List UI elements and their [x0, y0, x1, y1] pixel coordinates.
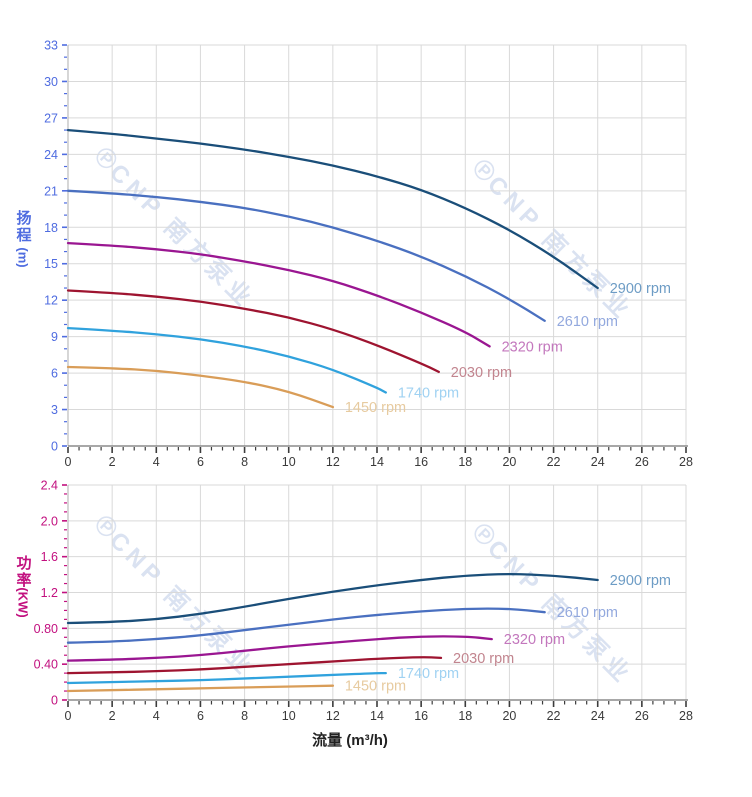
x-tick-label: 0 — [65, 709, 72, 723]
y-tick-label: 3 — [51, 403, 58, 417]
curve-1450-rpm — [66, 684, 335, 693]
x-tick-label: 4 — [153, 709, 160, 723]
curve-label-1740-rpm: 1740 rpm — [398, 386, 459, 402]
curve-2030-rpm — [66, 656, 443, 675]
x-axis-ticks — [67, 447, 687, 453]
y-tick-label: 15 — [44, 257, 58, 271]
curve-2610-rpm — [66, 189, 546, 322]
curve-label-2610-rpm: 2610 rpm — [557, 605, 618, 621]
x-tick-label: 20 — [502, 709, 516, 723]
head-axis-title: 扬程 (m) — [10, 210, 36, 268]
power-axis-title-text: 功率 — [14, 555, 32, 589]
y-tick-label: 18 — [44, 221, 58, 235]
y-tick-label: 0 — [51, 694, 58, 708]
x-tick-label: 14 — [370, 709, 384, 723]
x-tick-label: 2 — [109, 455, 116, 469]
y-tick-label: 1.6 — [41, 550, 58, 564]
x-tick-label: 22 — [547, 709, 561, 723]
x-axis-ticks — [67, 701, 687, 707]
y-tick-label: 0.80 — [34, 622, 58, 636]
x-tick-label: 22 — [547, 455, 561, 469]
power-axis-title: 功率 (KW) — [10, 555, 36, 618]
x-tick-label: 28 — [679, 709, 693, 723]
curve-label-2320-rpm: 2320 rpm — [502, 339, 563, 355]
x-tick-label: 20 — [502, 455, 516, 469]
x-tick-label: 16 — [414, 455, 428, 469]
curve-label-2900-rpm: 2900 rpm — [610, 573, 671, 589]
y-tick-label: 33 — [44, 39, 58, 53]
x-tick-label: 6 — [197, 455, 204, 469]
x-tick-label: 16 — [414, 709, 428, 723]
y-tick-label: 0 — [51, 440, 58, 454]
power-axis-unit: (KW) — [15, 587, 31, 618]
x-tick-label: 18 — [458, 455, 472, 469]
curve-label-2900-rpm: 2900 rpm — [610, 281, 671, 297]
curve-label-2610-rpm: 2610 rpm — [557, 314, 618, 330]
x-tick-label: 10 — [282, 455, 296, 469]
x-tick-label: 14 — [370, 455, 384, 469]
x-tick-label: 26 — [635, 455, 649, 469]
curve-2610-rpm — [66, 607, 546, 644]
x-tick-label: 6 — [197, 709, 204, 723]
y-axis-ticks — [62, 484, 67, 701]
x-tick-label: 8 — [241, 709, 248, 723]
y-tick-label: 27 — [44, 111, 58, 125]
y-axis-ticks — [62, 44, 67, 447]
x-tick-label: 12 — [326, 709, 340, 723]
y-tick-label: 2.4 — [41, 479, 58, 493]
x-tick-label: 26 — [635, 709, 649, 723]
curve-2900-rpm — [66, 128, 599, 290]
grid — [68, 484, 687, 700]
x-tick-label: 10 — [282, 709, 296, 723]
flow-axis-title: 流量 (m³/h) — [312, 732, 388, 749]
curve-2030-rpm — [66, 289, 440, 374]
x-tick-label: 0 — [65, 455, 72, 469]
curve-1450-rpm — [66, 365, 335, 409]
curve-label-2030-rpm: 2030 rpm — [451, 365, 512, 381]
head-axis-unit: (m) — [15, 247, 31, 268]
y-tick-label: 0.40 — [34, 658, 58, 672]
curve-2320-rpm — [66, 635, 493, 662]
head-axis-title-text: 扬程 — [14, 210, 32, 244]
y-tick-label: 24 — [44, 148, 58, 162]
y-tick-label: 30 — [44, 75, 58, 89]
curve-label-1450-rpm: 1450 rpm — [345, 679, 406, 695]
curve-2900-rpm — [66, 573, 599, 625]
y-tick-label: 6 — [51, 367, 58, 381]
y-tick-label: 1.2 — [41, 586, 58, 600]
grid — [68, 44, 687, 446]
y-tick-label: 12 — [44, 294, 58, 308]
x-tick-label: 2 — [109, 709, 116, 723]
y-tick-label: 9 — [51, 330, 58, 344]
x-tick-label: 12 — [326, 455, 340, 469]
pump-power-curves: 00.400.801.21.62.02.40 2 4 6 8 10 12 14 16 18 20 22… — [34, 479, 693, 724]
x-tick-label: 28 — [679, 455, 693, 469]
y-tick-label: 21 — [44, 184, 58, 198]
curve-1740-rpm — [66, 671, 387, 685]
curve-2320-rpm — [66, 241, 491, 348]
curve-label-2320-rpm: 2320 rpm — [504, 632, 565, 648]
x-tick-label: 24 — [591, 455, 605, 469]
x-tick-label: 24 — [591, 709, 605, 723]
curve-label-1740-rpm: 1740 rpm — [398, 666, 459, 682]
x-tick-label: 8 — [241, 455, 248, 469]
curve-1740-rpm — [66, 326, 387, 394]
y-tick-label: 2.0 — [41, 514, 58, 528]
curve-label-1450-rpm: 1450 rpm — [345, 400, 406, 416]
curve-label-2030-rpm: 2030 rpm — [453, 651, 514, 667]
x-tick-label: 18 — [458, 709, 472, 723]
x-tick-label: 4 — [153, 455, 160, 469]
